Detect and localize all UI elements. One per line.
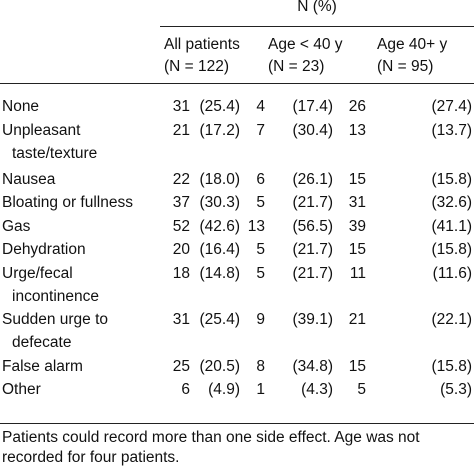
row-label: Urge/fecal: [2, 265, 73, 282]
cell: 25: [172, 358, 190, 375]
cell: (4.3): [301, 381, 333, 398]
cell: (5.3): [440, 381, 472, 398]
cell: (21.7): [292, 265, 334, 282]
bottom-rule: [0, 423, 474, 424]
row-label: Other: [2, 381, 41, 398]
cell: 31: [348, 194, 366, 211]
cell: 31: [172, 311, 190, 328]
cell: 31: [172, 98, 190, 115]
cell: (27.4): [431, 98, 473, 115]
cell: (17.2): [199, 122, 241, 139]
row-label: False alarm: [2, 358, 83, 375]
cell: 21: [348, 311, 366, 328]
cell: (21.7): [292, 194, 334, 211]
cell: 13: [348, 122, 366, 139]
row-label: Nausea: [2, 171, 56, 188]
cell: (13.7): [431, 122, 473, 139]
row-label: defecate: [12, 334, 72, 351]
cell: (15.8): [431, 171, 473, 188]
cell: 15: [348, 358, 366, 375]
cell: 5: [256, 194, 265, 211]
cell: 13: [247, 218, 265, 235]
row-label: Dehydration: [2, 241, 86, 258]
cell: (14.8): [199, 265, 241, 282]
row-label: Gas: [2, 218, 31, 235]
column-name: Age < 40 y: [268, 36, 343, 53]
cell: 5: [256, 241, 265, 258]
cell: 6: [256, 171, 265, 188]
cell: 21: [172, 122, 190, 139]
cell: 37: [172, 194, 190, 211]
footnote: recorded for four patients.: [2, 449, 180, 466]
cell: (30.3): [199, 194, 241, 211]
cell: (20.5): [199, 358, 241, 375]
cell: (56.5): [292, 218, 334, 235]
cell: 5: [357, 381, 366, 398]
row-label: Sudden urge to: [2, 311, 109, 328]
cell: (26.1): [292, 171, 334, 188]
spanner: N (%): [297, 0, 337, 15]
cell: 22: [172, 171, 190, 188]
cell: (34.8): [292, 358, 334, 375]
cell: (17.4): [292, 98, 334, 115]
cell: (42.6): [199, 218, 241, 235]
cell: (4.9): [208, 381, 240, 398]
cell: 9: [256, 311, 265, 328]
cell: 20: [172, 241, 190, 258]
cell: (41.1): [431, 218, 473, 235]
column-n: (N = 95): [377, 58, 434, 75]
column-name: All patients: [164, 36, 240, 53]
cell: (30.4): [292, 122, 334, 139]
cell: 8: [256, 358, 265, 375]
cell: 26: [348, 98, 366, 115]
cell: (18.0): [199, 171, 241, 188]
cell: 6: [181, 381, 190, 398]
column-n: (N = 122): [164, 58, 230, 75]
cell: 18: [172, 265, 190, 282]
cell: 5: [256, 265, 265, 282]
cell: (25.4): [199, 311, 241, 328]
cell: 4: [256, 98, 265, 115]
cell: 15: [348, 171, 366, 188]
column-name: Age 40+ y: [377, 36, 448, 53]
row-label: Bloating or fullness: [2, 194, 133, 211]
cell: (15.8): [431, 241, 473, 258]
cell: 11: [349, 265, 366, 282]
cell: (22.1): [431, 311, 473, 328]
header-rule: [0, 83, 474, 84]
footnote: Patients could record more than one side…: [2, 429, 420, 446]
cell: (16.4): [199, 241, 241, 258]
row-label: None: [2, 98, 40, 115]
column-n: (N = 23): [268, 58, 325, 75]
cell: 39: [348, 218, 366, 235]
cell: 7: [256, 122, 265, 139]
cell: 52: [172, 218, 190, 235]
cell: (32.6): [431, 194, 473, 211]
row-label: incontinence: [12, 288, 100, 305]
cell: (39.1): [292, 311, 334, 328]
cell: (15.8): [431, 358, 473, 375]
spanner-rule: [160, 26, 474, 27]
cell: 15: [348, 241, 366, 258]
cell: (21.7): [292, 241, 334, 258]
row-label: taste/texture: [12, 145, 98, 162]
cell: (11.6): [432, 265, 472, 282]
row-label: Unpleasant: [2, 122, 81, 139]
cell: 1: [256, 381, 265, 398]
cell: (25.4): [199, 98, 241, 115]
